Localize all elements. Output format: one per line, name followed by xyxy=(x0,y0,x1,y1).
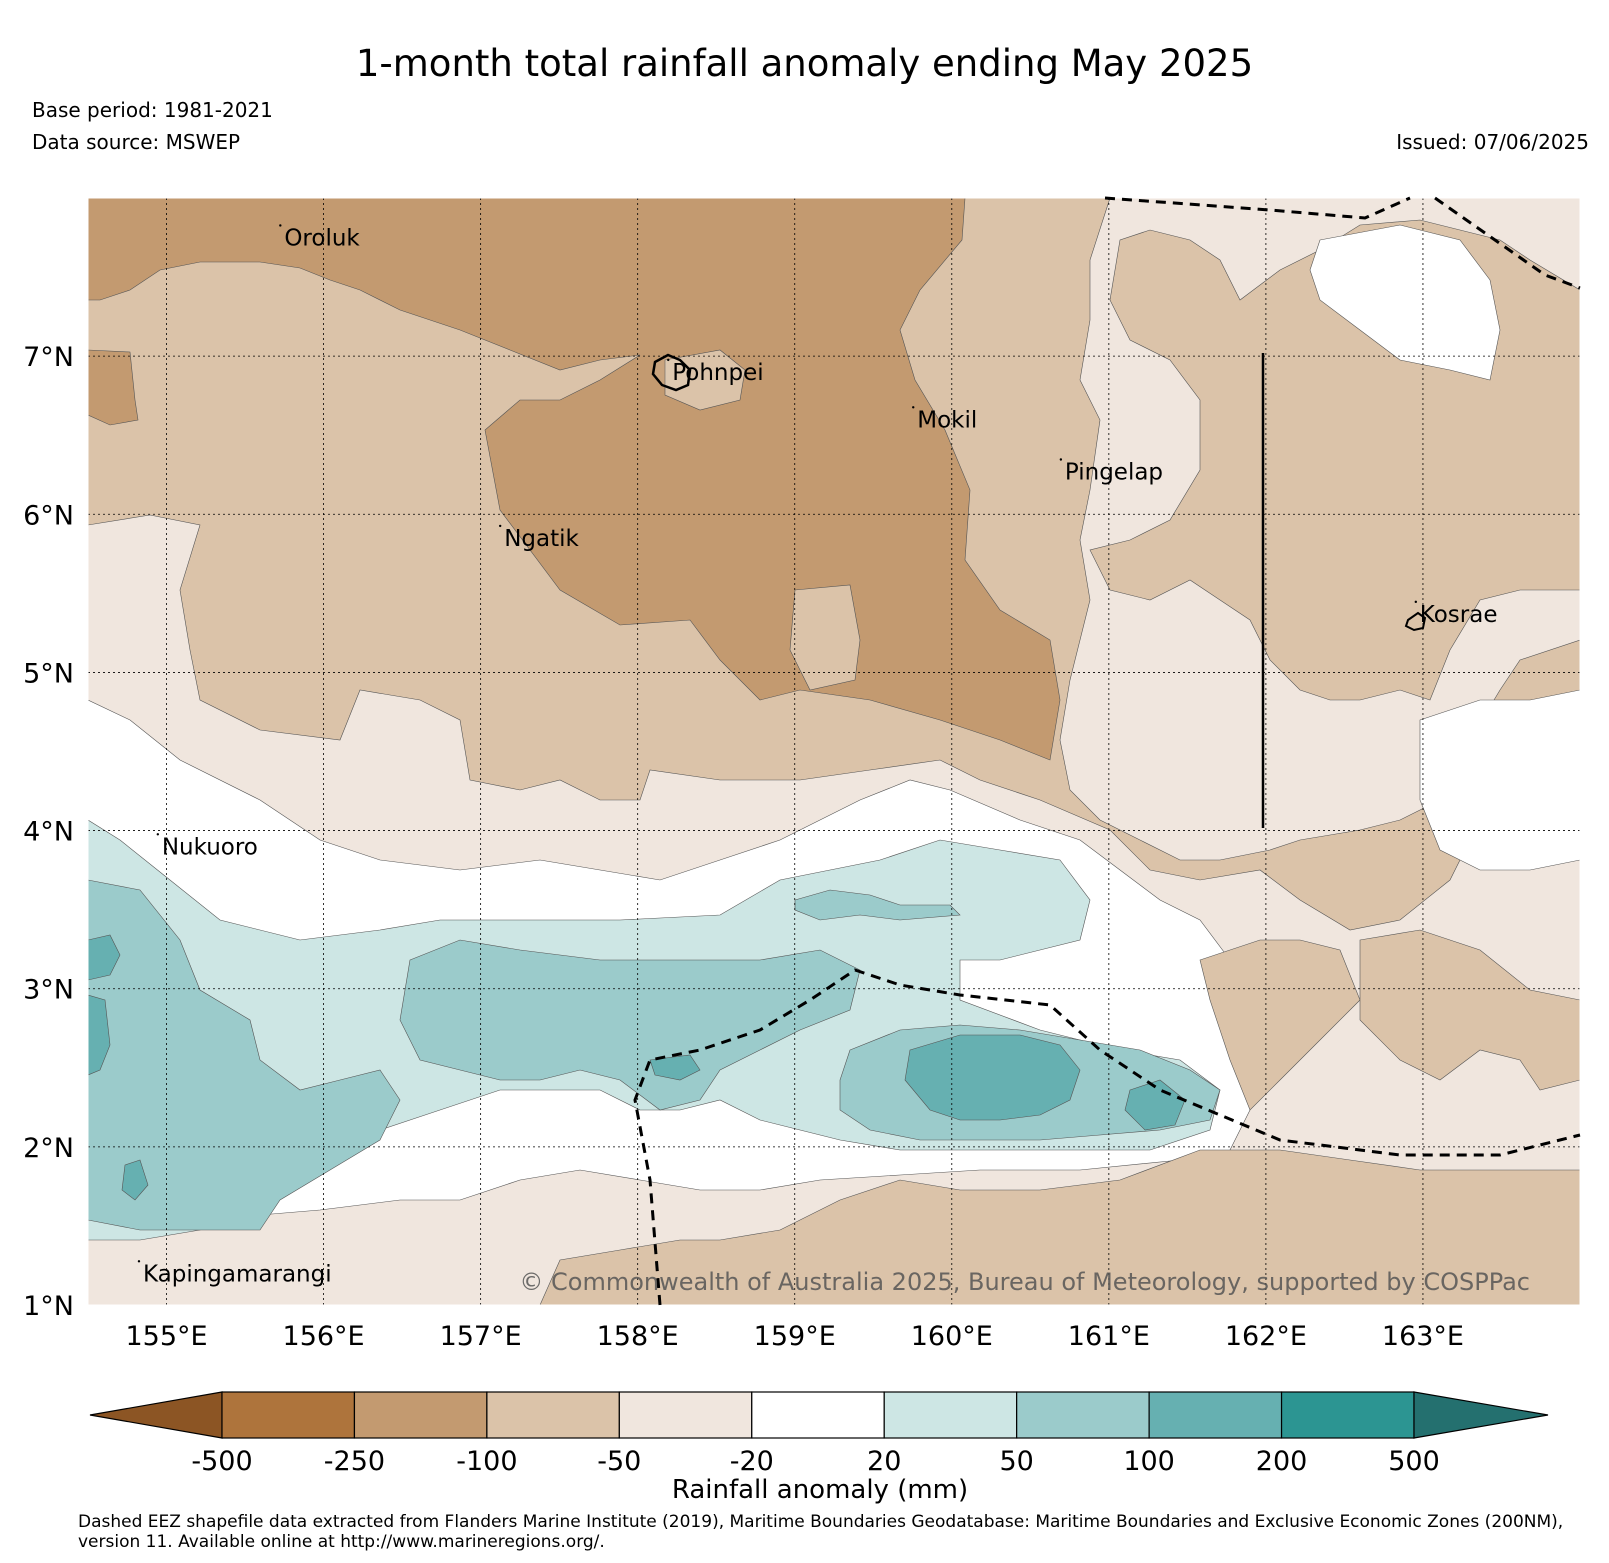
colorbar-segment xyxy=(221,1391,356,1439)
island-marker xyxy=(912,406,915,409)
lat-tick-label: 1°N xyxy=(23,1291,74,1322)
axis-labels: 155°E 156°E 157°E 158°E 159°E 160°E 161°E 162°E… xyxy=(23,342,1464,1352)
island-marker xyxy=(1059,458,1063,461)
place-label: Mokil xyxy=(917,407,977,433)
lon-tick-label: 161°E xyxy=(1068,1321,1150,1352)
eez-boundaries xyxy=(633,196,1581,1306)
colorbar-arrow-high xyxy=(1413,1391,1549,1439)
kosrae-island-outline xyxy=(1404,611,1427,632)
lon-tick-label: 163°E xyxy=(1382,1321,1464,1352)
map-frame xyxy=(87,197,1581,1306)
colorbar-segment xyxy=(751,1391,885,1439)
colorbar-segment xyxy=(1016,1391,1150,1439)
wet-band-medium-central xyxy=(399,939,861,1111)
place-labels: Oroluk Pohnpei Mokil Pingelap Ngatik Kosrae Nu… xyxy=(137,224,1498,1287)
lon-tick-label: 162°E xyxy=(1225,1321,1307,1352)
data-source-text: Data source: MSWEP xyxy=(32,130,241,154)
place-label: Pohnpei xyxy=(672,360,763,386)
copyright-text: © Commonwealth of Australia 2025, Bureau… xyxy=(519,1268,1530,1296)
colorbar-arrow-low xyxy=(89,1391,223,1439)
island-marker xyxy=(498,524,502,528)
wet-band-medium xyxy=(88,879,401,1231)
colorbar-segment xyxy=(1280,1391,1415,1439)
wet-streak xyxy=(794,889,961,921)
lat-tick-label: 7°N xyxy=(23,342,74,373)
lat-tick-label: 4°N xyxy=(23,817,74,848)
dry-patch-west xyxy=(88,349,139,426)
lighter-patch-central xyxy=(789,584,861,691)
colorbar-segment xyxy=(353,1391,488,1439)
colorbar-tick-labels: -500 -250 -100 -50 -20 20 50 100 200 500 xyxy=(191,1446,1439,1477)
wet-core-east-2 xyxy=(1124,1079,1186,1131)
wet-core-west-1 xyxy=(88,934,121,981)
colorbar-segments xyxy=(89,1391,1549,1439)
colorbar-segment xyxy=(618,1391,753,1439)
lon-tick-label: 156°E xyxy=(283,1321,365,1352)
dry-region-south xyxy=(539,1149,1580,1305)
colorbar-tick-label: 20 xyxy=(867,1446,901,1477)
lat-tick-label: 3°N xyxy=(23,975,74,1006)
eez-line-northeast xyxy=(1434,196,1581,290)
island-marker xyxy=(1414,600,1418,604)
lon-tick-label: 155°E xyxy=(125,1321,207,1352)
neutral-patch-far-east xyxy=(1419,689,1580,871)
place-label: Kosrae xyxy=(1420,602,1498,628)
light-dry-band-east xyxy=(1059,198,1580,861)
wet-core-east xyxy=(904,1034,1081,1121)
lat-tick-label: 2°N xyxy=(23,1133,74,1164)
lon-tick-label: 159°E xyxy=(754,1321,836,1352)
place-label: Pingelap xyxy=(1065,459,1163,485)
colorbar-tick-label: -500 xyxy=(191,1446,252,1477)
colorbar-tick-label: -100 xyxy=(456,1446,517,1477)
colorbar-tick-label: -250 xyxy=(324,1446,385,1477)
dry-region-southeast xyxy=(1199,939,1361,1111)
map-title: 1-month total rainfall anomaly ending Ma… xyxy=(355,42,1254,85)
anomaly-field xyxy=(88,198,1580,1305)
place-label: Ngatik xyxy=(504,526,579,552)
pohnpei-island-outline xyxy=(651,353,692,392)
wet-core-west-2 xyxy=(88,994,111,1076)
lon-tick-label: 160°E xyxy=(911,1321,993,1352)
place-label: Kapingamarangi xyxy=(143,1261,332,1287)
issued-date-text: Issued: 07/06/2025 xyxy=(1396,130,1589,154)
dry-region-east-mid xyxy=(1359,929,1580,1091)
colorbar-segment xyxy=(883,1391,1018,1439)
colorbar-tick-label: 50 xyxy=(999,1446,1033,1477)
wet-core-west-3 xyxy=(121,1159,149,1201)
colorbar-label: Rainfall anomaly (mm) xyxy=(671,1475,969,1505)
place-label: Nukuoro xyxy=(162,834,258,860)
colorbar-tick-label: -50 xyxy=(597,1446,641,1477)
island-marker xyxy=(667,358,670,362)
neutral-patch-east xyxy=(1309,224,1501,381)
island-marker xyxy=(279,224,282,227)
colorbar-tick-label: 200 xyxy=(1256,1446,1308,1477)
wet-core-central xyxy=(649,1054,701,1081)
lon-tick-label: 158°E xyxy=(597,1321,679,1352)
eez-line-north xyxy=(1104,196,1411,220)
footnote-text: Dashed EEZ shapefile data extracted from… xyxy=(78,1512,1564,1552)
colorbar-tick-label: 100 xyxy=(1123,1446,1175,1477)
eez-line-south xyxy=(633,968,1581,1306)
colorbar-tick-label: -20 xyxy=(730,1446,774,1477)
island-marker xyxy=(137,1260,141,1263)
base-period-text: Base period: 1981-2021 xyxy=(32,98,273,122)
lon-tick-label: 157°E xyxy=(440,1321,522,1352)
colorbar-segment xyxy=(1148,1391,1283,1439)
lat-tick-label: 5°N xyxy=(23,658,74,689)
colorbar-segment xyxy=(486,1391,620,1439)
lat-tick-label: 6°N xyxy=(23,500,74,531)
colorbar-tick-label: 500 xyxy=(1388,1446,1440,1477)
island-marker xyxy=(156,833,160,836)
place-label: Oroluk xyxy=(284,225,360,251)
